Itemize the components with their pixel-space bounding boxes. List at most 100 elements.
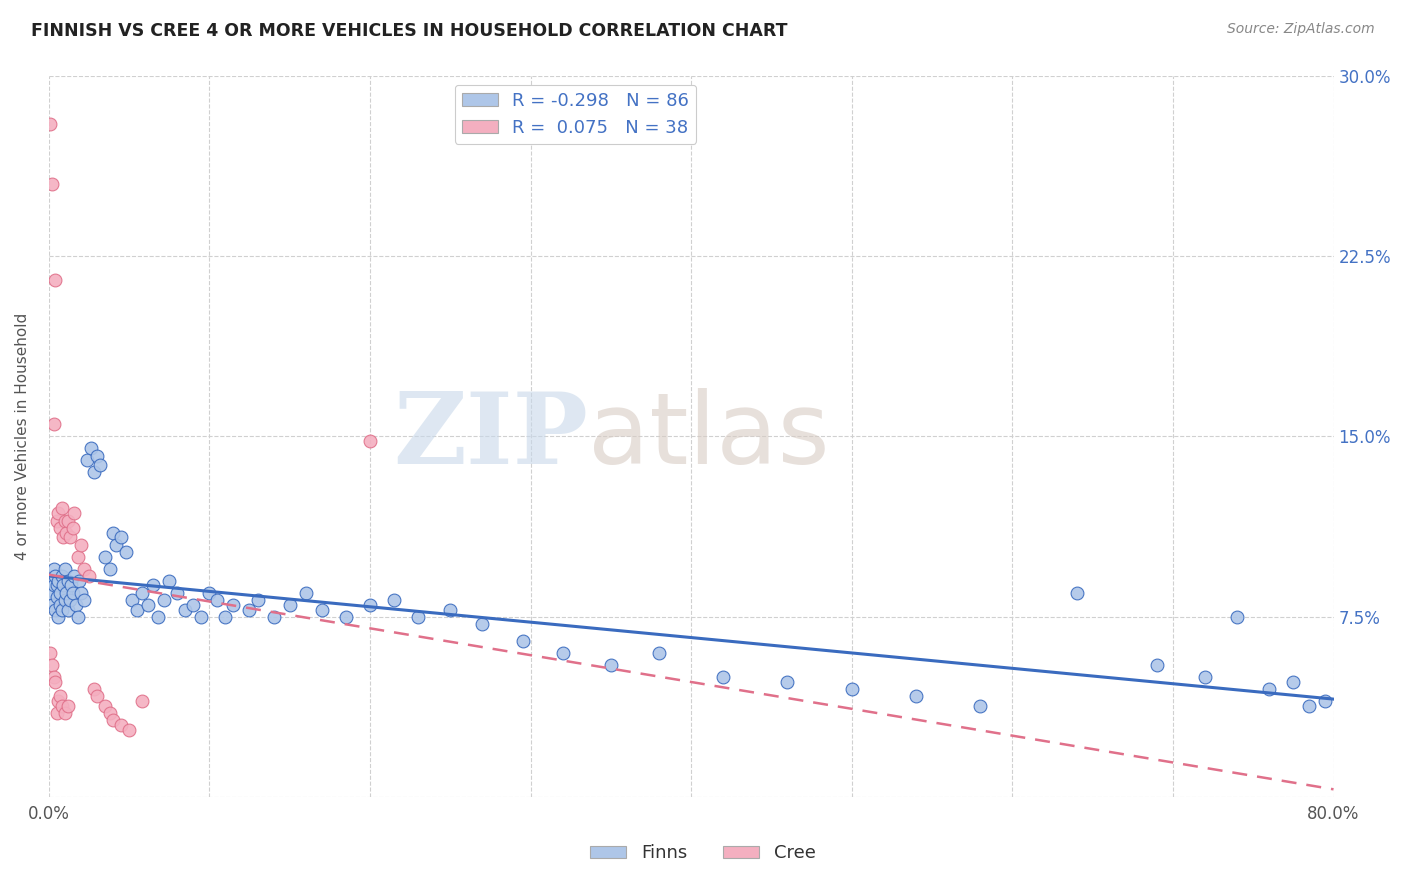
Point	[39, 117, 62, 131]
Point	[49, 585, 72, 599]
Point	[66, 609, 89, 624]
Point	[45, 706, 67, 720]
Point	[904, 689, 927, 703]
Point	[648, 646, 671, 660]
Point	[86, 449, 108, 463]
Point	[53, 706, 76, 720]
Point	[41, 598, 63, 612]
Point	[198, 585, 221, 599]
Point	[48, 609, 70, 624]
Point	[49, 598, 72, 612]
Point	[98, 706, 121, 720]
Point	[45, 578, 67, 592]
Point	[114, 545, 136, 559]
Point	[51, 569, 73, 583]
Point	[42, 561, 65, 575]
Point	[105, 538, 128, 552]
Point	[44, 602, 66, 616]
Point	[42, 578, 65, 592]
Point	[79, 442, 101, 456]
Point	[118, 723, 141, 737]
Point	[53, 561, 76, 575]
Point	[77, 569, 100, 583]
Point	[101, 525, 124, 540]
Text: ZIP: ZIP	[394, 388, 588, 485]
Point	[56, 602, 79, 616]
Point	[471, 617, 494, 632]
Point	[62, 521, 84, 535]
Point	[121, 593, 143, 607]
Point	[56, 698, 79, 713]
Point	[406, 609, 429, 624]
Point	[63, 569, 86, 583]
Point	[39, 585, 62, 599]
Point	[110, 718, 132, 732]
Point	[1298, 698, 1320, 713]
Point	[42, 670, 65, 684]
Point	[73, 593, 96, 607]
Point	[48, 506, 70, 520]
Point	[65, 598, 87, 612]
Text: atlas: atlas	[588, 388, 830, 485]
Point	[1315, 694, 1337, 708]
Point	[136, 598, 159, 612]
Point	[48, 574, 70, 588]
Point	[711, 670, 734, 684]
Point	[551, 646, 574, 660]
Point	[44, 273, 66, 287]
Point	[512, 633, 534, 648]
Point	[125, 602, 148, 616]
Point	[63, 506, 86, 520]
Point	[45, 514, 67, 528]
Point	[776, 674, 799, 689]
Point	[294, 585, 316, 599]
Point	[67, 574, 90, 588]
Point	[98, 561, 121, 575]
Point	[214, 609, 236, 624]
Point	[131, 694, 153, 708]
Point	[70, 585, 93, 599]
Point	[52, 530, 75, 544]
Point	[76, 453, 98, 467]
Point	[359, 598, 381, 612]
Point	[41, 177, 63, 191]
Point	[41, 574, 63, 588]
Point	[263, 609, 285, 624]
Point	[1066, 585, 1088, 599]
Point	[42, 417, 65, 432]
Point	[174, 602, 197, 616]
Point	[62, 585, 84, 599]
Point	[969, 698, 991, 713]
Point	[190, 609, 212, 624]
Point	[382, 593, 405, 607]
Point	[49, 521, 72, 535]
Point	[246, 593, 269, 607]
Point	[89, 458, 111, 473]
Point	[52, 578, 75, 592]
Point	[53, 514, 76, 528]
Point	[83, 466, 105, 480]
Point	[73, 561, 96, 575]
Point	[599, 657, 621, 672]
Point	[44, 569, 66, 583]
Point	[45, 591, 67, 605]
Point	[1226, 609, 1249, 624]
Point	[101, 713, 124, 727]
Point	[1146, 657, 1168, 672]
Point	[56, 574, 79, 588]
Point	[44, 674, 66, 689]
Point	[51, 698, 73, 713]
Point	[60, 578, 83, 592]
Point	[359, 434, 381, 449]
Point	[142, 578, 165, 592]
Point	[94, 698, 117, 713]
Point	[49, 689, 72, 703]
Point	[55, 585, 77, 599]
Point	[59, 593, 82, 607]
Point	[181, 598, 204, 612]
Point	[110, 530, 132, 544]
Legend: R = -0.298   N = 86, R =  0.075   N = 38: R = -0.298 N = 86, R = 0.075 N = 38	[454, 85, 696, 144]
Y-axis label: 4 or more Vehicles in Household: 4 or more Vehicles in Household	[15, 313, 30, 560]
Point	[131, 585, 153, 599]
Point	[1194, 670, 1216, 684]
